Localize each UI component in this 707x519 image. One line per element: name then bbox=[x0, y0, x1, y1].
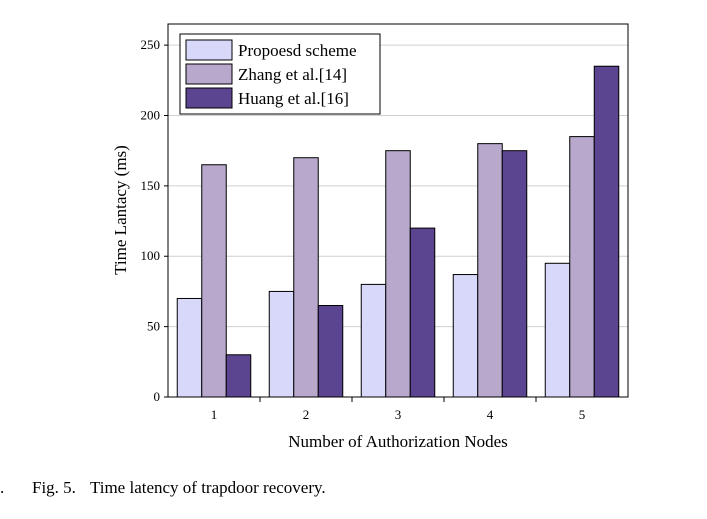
bar bbox=[268, 290, 295, 398]
x-tick-label: 1 bbox=[211, 407, 218, 422]
legend-label: Huang et al.[16] bbox=[238, 89, 349, 108]
y-tick-label: 250 bbox=[141, 37, 161, 52]
y-tick-label: 200 bbox=[141, 107, 161, 122]
bar bbox=[569, 136, 595, 398]
bar bbox=[317, 305, 344, 398]
y-tick-label: 150 bbox=[141, 178, 161, 193]
figure-caption: Fig. 5. Time latency of trapdoor recovery… bbox=[32, 478, 326, 498]
bar bbox=[293, 157, 319, 398]
bar bbox=[593, 65, 620, 398]
legend-swatch bbox=[185, 63, 233, 85]
legend-swatch bbox=[185, 87, 233, 109]
plot-frame bbox=[167, 23, 629, 398]
legend-label: Propoesd scheme bbox=[238, 41, 357, 60]
bar bbox=[544, 262, 571, 398]
bar bbox=[385, 150, 411, 398]
y-tick-label: 0 bbox=[154, 389, 161, 404]
legend: Propoesd scheme Zhang et al.[14] Huang et … bbox=[179, 33, 381, 115]
bar bbox=[201, 164, 227, 398]
y-axis: 0 50 100 150 200 250 bbox=[141, 37, 168, 404]
x-tick-label: 2 bbox=[303, 407, 310, 422]
x-axis: 1 2 3 4 5 bbox=[211, 397, 586, 422]
legend-swatch bbox=[185, 39, 233, 61]
bar bbox=[477, 143, 503, 398]
bar bbox=[176, 297, 203, 398]
margin-mark: . bbox=[0, 478, 5, 497]
y-tick-label: 100 bbox=[141, 248, 161, 263]
bars-group bbox=[176, 65, 620, 398]
x-axis-label: Number of Authorization Nodes bbox=[288, 432, 508, 451]
caption-label: Fig. 5. bbox=[32, 478, 76, 497]
legend-label: Zhang et al.[14] bbox=[238, 65, 347, 84]
bar bbox=[225, 354, 252, 398]
x-tick-label: 3 bbox=[395, 407, 402, 422]
y-axis-label: Time Lantacy (ms) bbox=[111, 145, 130, 275]
bar bbox=[452, 274, 479, 398]
x-tick-label: 4 bbox=[487, 407, 494, 422]
bar-chart: 0 50 100 150 200 250 1 2 3 4 5 Number of Authoriz… bbox=[111, 23, 629, 451]
bar bbox=[409, 227, 436, 398]
bar bbox=[360, 283, 387, 398]
y-tick-label: 50 bbox=[147, 319, 160, 334]
caption-text: Time latency of trapdoor recovery. bbox=[89, 478, 326, 497]
x-tick-label: 5 bbox=[579, 407, 586, 422]
bar bbox=[501, 150, 528, 398]
